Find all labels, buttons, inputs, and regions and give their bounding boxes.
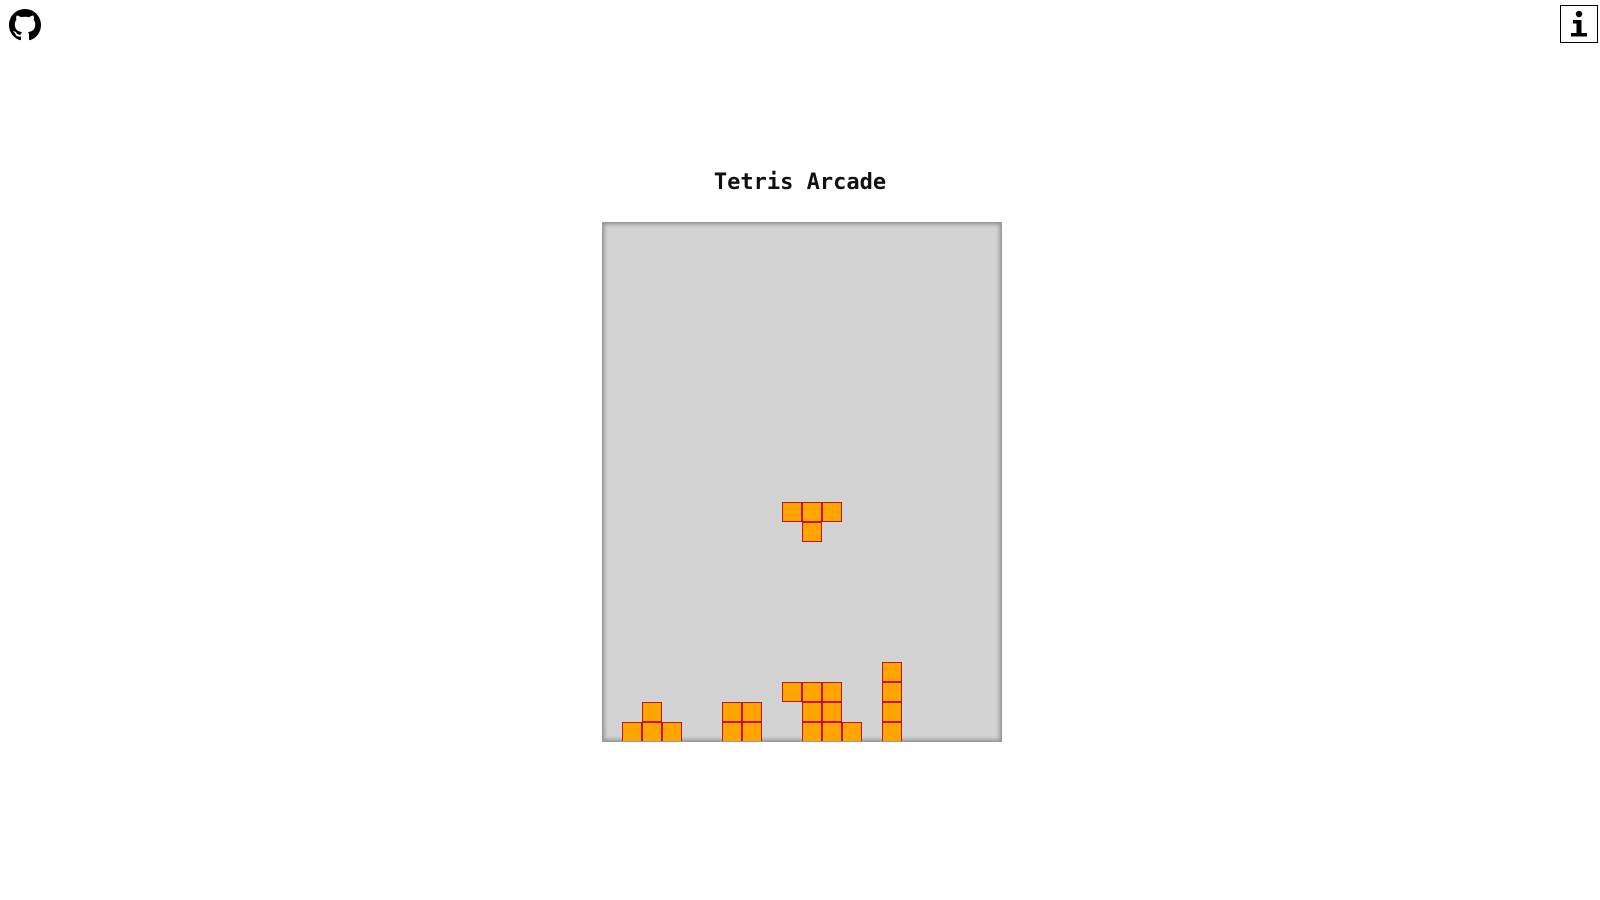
settled-block xyxy=(882,702,902,722)
active-piece-block xyxy=(782,502,802,522)
info-icon xyxy=(1571,10,1587,37)
github-link[interactable] xyxy=(9,9,41,41)
settled-block xyxy=(802,702,822,722)
active-piece-block xyxy=(802,502,822,522)
settled-block xyxy=(882,682,902,702)
active-piece-block xyxy=(802,522,822,542)
settled-block xyxy=(742,722,762,741)
settled-block xyxy=(722,722,742,741)
settled-block xyxy=(822,722,842,741)
settled-block xyxy=(882,722,902,741)
settled-block xyxy=(722,702,742,722)
settled-block xyxy=(882,662,902,682)
settled-block xyxy=(642,722,662,741)
settled-block xyxy=(842,722,862,741)
settled-block xyxy=(622,722,642,741)
settled-block xyxy=(802,682,822,702)
settled-block xyxy=(822,682,842,702)
settled-block xyxy=(802,722,822,741)
settled-block xyxy=(662,722,682,741)
github-icon xyxy=(9,9,41,41)
settled-block xyxy=(742,702,762,722)
settled-block xyxy=(642,702,662,722)
settled-block xyxy=(782,682,802,702)
active-piece-block xyxy=(822,502,842,522)
settled-block xyxy=(822,702,842,722)
game-title: Tetris Arcade xyxy=(713,170,887,195)
info-button[interactable] xyxy=(1560,5,1598,43)
game-board[interactable] xyxy=(602,222,1002,742)
